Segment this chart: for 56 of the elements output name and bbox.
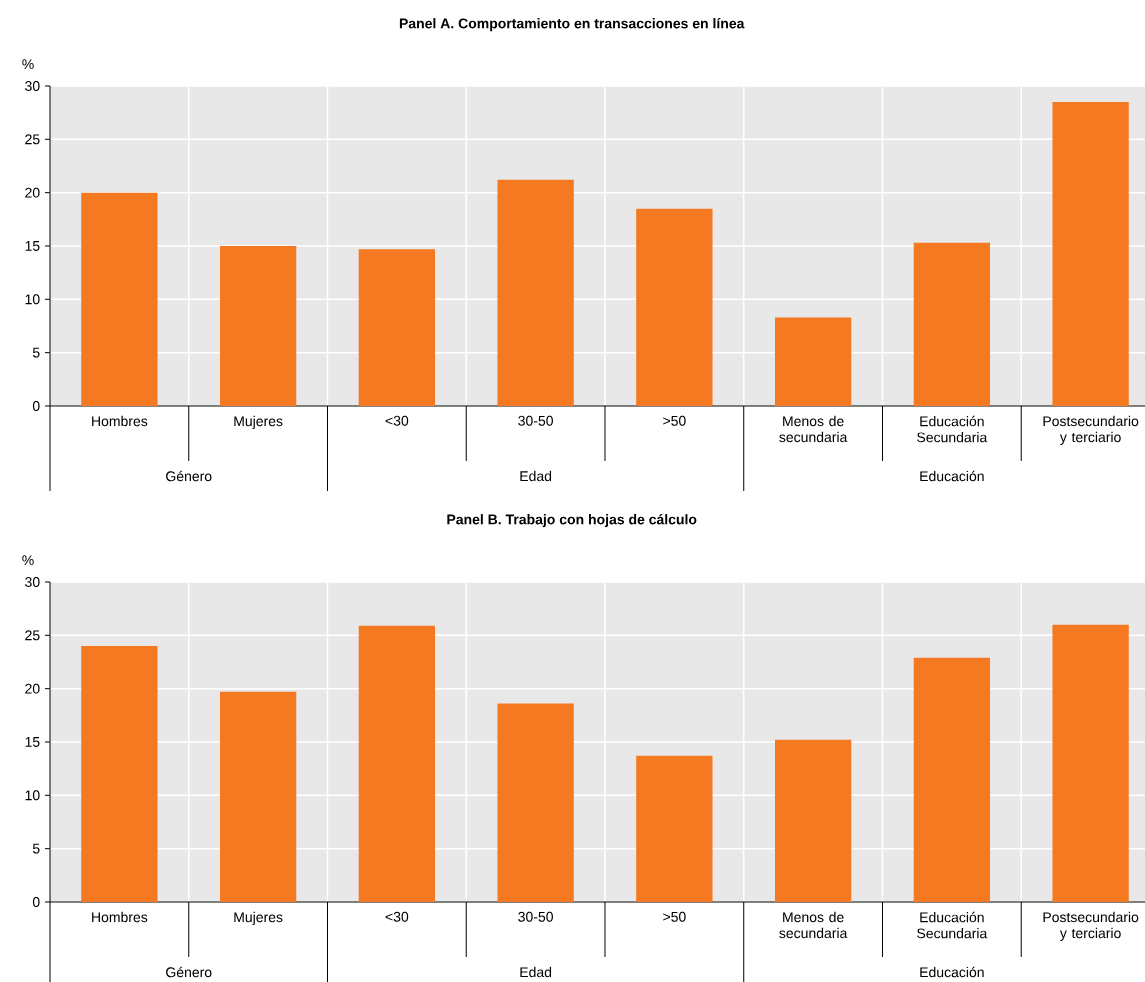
text: Edad — [520, 966, 552, 978]
x-tick-label: Educación Secundaria — [917, 415, 988, 443]
bar — [219, 245, 297, 406]
y-axis-title: % — [22, 555, 34, 566]
y-tick-label: 10 — [25, 294, 40, 305]
y-tick-label: 15 — [25, 241, 40, 251]
bar — [497, 179, 574, 406]
y-tick-label: 30 — [25, 577, 40, 587]
text: Género — [166, 470, 212, 482]
x-tick-label: Hombres — [92, 911, 148, 923]
bar — [358, 625, 436, 902]
x-tick-label: <30 — [385, 415, 409, 426]
bar — [1052, 101, 1129, 406]
y-tick-label: 10 — [25, 790, 40, 801]
bar — [358, 249, 436, 406]
bar — [1052, 624, 1129, 902]
x-tick-label: Educación Secundaria — [917, 911, 988, 939]
y-axis-title: % — [22, 59, 34, 70]
y-tick-label: 20 — [25, 187, 40, 198]
y-tick-label: 5 — [32, 843, 40, 854]
x-tick-label: Menos de secundaria — [779, 415, 848, 443]
x-tick-label: Mujeres — [234, 415, 283, 429]
x-tick-label: >50 — [663, 911, 686, 922]
bar — [219, 691, 297, 902]
x-tick-label: Menos de secundaria — [779, 911, 848, 939]
x-tick-label: Mujeres — [234, 911, 283, 925]
bar — [81, 646, 158, 902]
y-tick-label: 0 — [32, 401, 40, 411]
y-tick-label: 15 — [25, 737, 40, 747]
bar — [774, 317, 852, 406]
x-tick-label: Postsecundario y terciario — [1043, 911, 1139, 941]
text: Género — [166, 966, 212, 978]
bar — [774, 739, 852, 902]
x-tick-label: >50 — [663, 415, 686, 426]
text: Educación — [920, 966, 984, 978]
bar — [81, 192, 158, 406]
bar — [497, 703, 574, 902]
y-tick-label: 0 — [32, 897, 40, 907]
chart-title: Panel B. Trabajo con hojas de cálculo — [447, 513, 697, 528]
y-tick-label: 25 — [25, 134, 40, 145]
text: Educación — [920, 470, 984, 482]
chart-title: Panel A. Comportamiento en transacciones en línea — [399, 17, 745, 32]
y-tick-label: 5 — [32, 347, 40, 358]
y-tick-label: 30 — [25, 81, 40, 91]
bar — [913, 657, 991, 902]
y-tick-label: 25 — [25, 630, 40, 641]
x-tick-label: Hombres — [92, 415, 148, 427]
x-tick-label: <30 — [385, 911, 409, 922]
bar — [913, 242, 991, 406]
x-tick-label: 30-50 — [518, 415, 553, 426]
bar — [636, 755, 713, 902]
bar — [636, 208, 713, 406]
y-tick-label: 20 — [25, 683, 40, 694]
x-tick-label: 30-50 — [518, 911, 553, 922]
x-tick-label: Postsecundario y terciario — [1043, 415, 1139, 445]
text: Edad — [520, 470, 552, 482]
